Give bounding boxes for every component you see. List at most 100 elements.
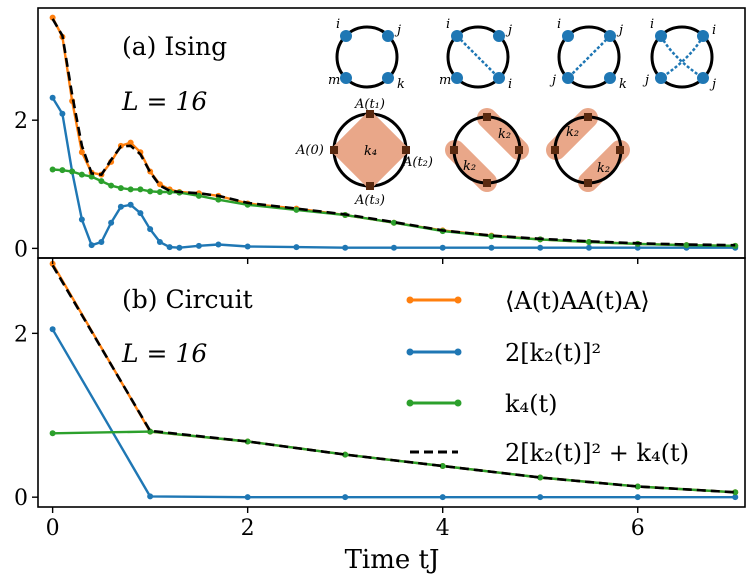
panel-a-series-point-2: [147, 188, 154, 195]
panel-b-series-point-2: [537, 474, 544, 481]
panel-a-series-point-2: [195, 192, 202, 199]
diagram-node: [366, 110, 374, 118]
diagram-circle-1: i j m k: [328, 17, 405, 92]
diagram-node: [584, 179, 592, 187]
diagram-label: j: [616, 23, 623, 38]
panel-b-plot: [49, 260, 739, 501]
legend: ⟨A(t)AA(t)A⟩ 2[k₂(t)]² k₄(t) 2[k₂(t)]² +…: [406, 287, 689, 467]
panel-b-series-point-2: [439, 463, 446, 470]
panel-b-series-point-2: [244, 438, 251, 445]
diagram-label: m: [328, 73, 340, 88]
diagram-label: j: [505, 23, 512, 38]
panel-b-series-line-3: [51, 264, 736, 494]
diagram-node: [366, 182, 374, 190]
diagram-link: [567, 35, 611, 79]
diagram-label: A(t₂): [402, 155, 433, 170]
diagram-ring: [557, 25, 621, 89]
diagram-label: k₂: [566, 125, 579, 140]
panel-a-series-point-1: [176, 244, 183, 251]
panel-a-series-point-2: [585, 238, 592, 245]
diagram-label: k₂: [597, 161, 610, 176]
diagram-k2-a: k₂ k₂: [445, 108, 529, 192]
inset-diagrams: i j m k i j m i i j j: [295, 17, 716, 208]
panel-a-series-point-1: [488, 244, 495, 251]
diagram-node: [584, 113, 592, 121]
legend-entry-blue: 2[k₂(t)]²: [406, 339, 601, 367]
panel-b-xtick-label: 2: [241, 516, 255, 541]
diagram-node: [655, 72, 667, 84]
diagram-node: [493, 30, 505, 42]
legend-label: 2[k₂(t)]² + k₄(t): [505, 439, 689, 467]
diagram-label: A(t₃): [354, 193, 385, 208]
diagram-node: [697, 72, 709, 84]
panel-b-ytick-label: 2: [14, 322, 28, 347]
diagram-k4: A(t₁) A(0) A(t₂) A(t₃) k₄: [295, 97, 433, 208]
panel-a-series-point-1: [108, 219, 115, 226]
diagram-link: [456, 35, 500, 79]
diagram-node: [655, 30, 667, 42]
k2-pair: [546, 108, 598, 160]
panel-b-series-point-1: [147, 493, 154, 500]
diagram-label: i: [336, 17, 340, 32]
panel-a-series-point-2: [117, 185, 124, 192]
panel-b-title: (b) Circuit: [122, 285, 253, 314]
diagram-label: i: [712, 23, 716, 38]
panel-a-series-point-0: [127, 139, 134, 146]
panel-a-series-point-2: [156, 188, 163, 195]
diagram-circle-2: i j m i: [439, 17, 512, 92]
panel-b-series-point-1: [439, 494, 446, 501]
panel-a-ytick-label: 0: [14, 237, 28, 262]
panel-a-series-point-1: [585, 244, 592, 251]
panel-b-ytick-label: 0: [14, 486, 28, 511]
panel-a-series-point-1: [78, 216, 85, 223]
panel-a-series-point-1: [59, 110, 66, 117]
panel-a-series-point-2: [98, 178, 105, 185]
panel-a-series-point-1: [137, 210, 144, 217]
legend-label: ⟨A(t)AA(t)A⟩: [505, 287, 650, 315]
panel-a-series-point-1: [342, 244, 349, 251]
diagram-node: [340, 72, 352, 84]
diagram-node: [382, 30, 394, 42]
panel-b-series-point-1: [537, 494, 544, 501]
diagram-node: [697, 30, 709, 42]
diagram-node: [330, 146, 338, 154]
diagram-node: [604, 72, 616, 84]
diagram-node: [493, 72, 505, 84]
panel-a-series-point-1: [156, 238, 163, 245]
diagram-node: [402, 146, 410, 154]
legend-marker: [454, 399, 462, 407]
panel-a-series-point-2: [390, 219, 397, 226]
panel-b-series-point-1: [244, 494, 251, 501]
panel-b-xtick-label: 6: [631, 516, 645, 541]
diagram-node: [562, 30, 574, 42]
diagram-label: A(0): [295, 143, 324, 158]
panel-b-series-line-1: [51, 328, 736, 499]
diagram-label: j: [394, 23, 401, 38]
diagram-k2-b: k₂ k₂: [546, 108, 630, 192]
panel-a-series-point-2: [215, 196, 222, 203]
panel-a-series-point-2: [49, 166, 56, 173]
panel-a-series-point-1: [166, 244, 173, 251]
panel-a-series-point-0: [156, 181, 163, 188]
panel-a-series-point-2: [59, 167, 66, 174]
x-axis-label: Time tJ: [345, 545, 440, 575]
legend-marker: [406, 399, 414, 407]
diagram-label: j: [642, 73, 649, 88]
panel-a-ytick-label: 2: [14, 109, 28, 134]
panel-a-series-point-2: [108, 182, 115, 189]
panel-a-series-point-2: [683, 242, 690, 249]
panel-b-series-point-1: [634, 494, 641, 501]
panel-a-plot: [49, 14, 739, 251]
panel-a-series-point-2: [137, 186, 144, 193]
legend-marker: [406, 296, 414, 304]
diagram-node: [451, 30, 463, 42]
panel-b-series-point-2: [342, 451, 349, 458]
diagram-node: [340, 30, 352, 42]
diagram-ring: [335, 25, 399, 89]
panel-a-series-point-1: [49, 94, 56, 101]
panel-b-xtick-label: 0: [46, 516, 60, 541]
panel-a-series-point-2: [127, 186, 134, 193]
panel-b-series-point-2: [49, 430, 56, 437]
diagram-node: [562, 72, 574, 84]
